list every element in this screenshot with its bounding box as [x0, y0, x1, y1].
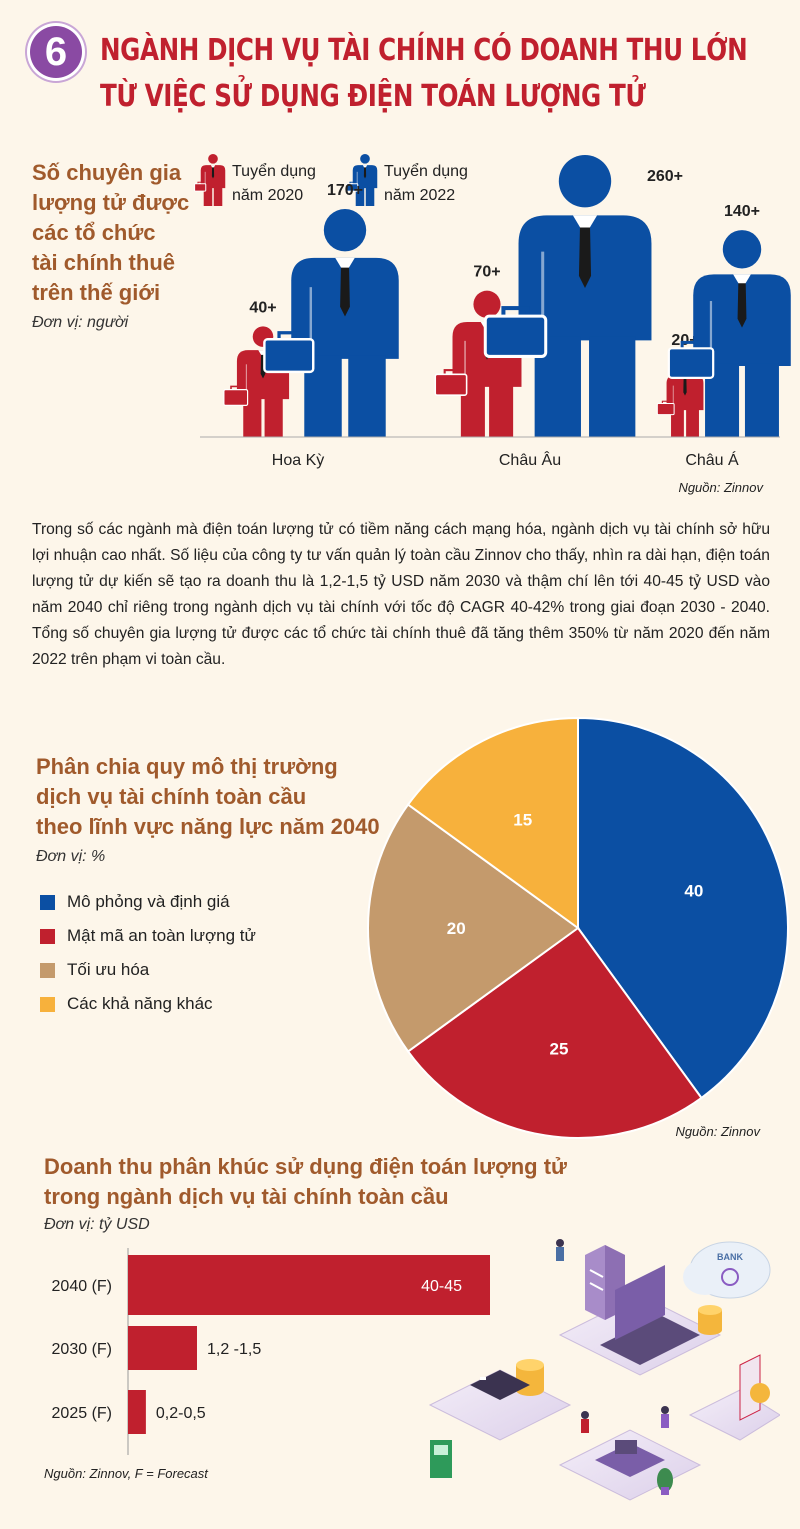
pie-legend-item: Tối ưu hóa: [40, 960, 256, 980]
revenue-title-line-2: trong ngành dịch vụ tài chính toàn cầu: [44, 1184, 449, 1209]
section-number-badge: 6: [30, 26, 82, 78]
bank-cloud-icon: BANK: [683, 1241, 771, 1299]
pie-legend-label: Các khả năng khác: [67, 994, 213, 1013]
category-label-chau-a: Châu Á: [685, 450, 739, 469]
pie-slices: 40 25 20 15: [367, 716, 789, 1139]
pie-source: Nguồn: Zinnov: [675, 1124, 760, 1139]
experts-title-line-1: Số chuyên gia: [32, 160, 182, 185]
legend-swatch-blue: [40, 894, 55, 910]
pie-chart: 40 25 20 15: [367, 716, 789, 1139]
body-paragraph: Trong số các ngành mà điện toán lượng tử…: [32, 521, 770, 668]
pie-legend-label: Tối ưu hóa: [67, 960, 150, 979]
plant-icon: [657, 1468, 673, 1495]
pie-title-line-2: dịch vụ tài chính toàn cầu: [36, 784, 307, 809]
person-icon: [556, 1239, 564, 1261]
person-mark-0-2: [656, 358, 704, 437]
value-label-1-2: 140+: [724, 203, 760, 220]
revenue-value-label-2: 0,2-0,5: [156, 1405, 206, 1422]
revenue-title-line-1: Doanh thu phân khúc sử dụng điện toán lư…: [44, 1154, 567, 1179]
value-label-0-1: 70+: [473, 264, 500, 281]
pie-unit: Đơn vị: %: [36, 848, 106, 865]
atm-icon: [430, 1440, 452, 1478]
coin-stack-icon: [516, 1359, 544, 1396]
revenue-unit: Đơn vị: tỷ USD: [44, 1216, 150, 1233]
legend-swatch-yellow: [40, 996, 55, 1012]
pie-slice-label-2: 20: [447, 919, 466, 938]
revenue-value-label-1: 1,2 -1,5: [207, 1341, 261, 1358]
experts-title-line-4: tài chính thuê: [32, 250, 175, 275]
legend-label-2020-line-2: năm 2020: [232, 187, 303, 204]
revenue-value-label-0: 40-45: [421, 1278, 462, 1295]
revenue-category-label-2: 2025 (F): [52, 1405, 112, 1422]
bank-sign: BANK: [717, 1252, 743, 1262]
experts-unit: Đơn vị: người: [32, 314, 129, 331]
experts-title-line-5: trên thế giới: [32, 280, 161, 305]
page-title-line-2: TỪ VIỆC SỬ DỤNG ĐIỆN TOÁN LƯỢNG TỬ: [100, 79, 646, 114]
experts-chart: Tuyển dụng năm 2020 Tuyển dụng năm 2022 …: [194, 154, 791, 495]
value-label-1-1: 260+: [647, 168, 683, 185]
page-title-line-1: NGÀNH DỊCH VỤ TÀI CHÍNH CÓ DOANH THU LỚN: [100, 33, 748, 68]
revenue-source: Nguồn: Zinnov, F = Forecast: [44, 1466, 209, 1481]
fintech-illustration: BANK: [428, 1239, 780, 1501]
pie-slice-1: [406, 926, 703, 1139]
category-label-chau-au: Châu Âu: [499, 450, 561, 469]
legend-icon-2022: [346, 154, 378, 206]
category-label-hoa-ky: Hoa Kỳ: [272, 452, 324, 469]
pie-slice-0: [577, 716, 789, 1100]
laptop-icon: [600, 1265, 700, 1365]
legend-icon-2020: [194, 154, 226, 206]
revenue-bar-2: [128, 1390, 146, 1434]
receipt-icon: [739, 1354, 770, 1421]
legend-swatch-tan: [40, 962, 55, 978]
legend-label-2022-line-2: năm 2022: [384, 187, 455, 204]
desk-icon: [595, 1440, 665, 1477]
legend-swatch-red: [40, 928, 55, 944]
calculator-icon: [470, 1370, 530, 1400]
person-mark-0-1: [434, 290, 522, 437]
revenue-chart: 2040 (F) 40-45 2030 (F) 1,2 -1,5 2025 (F) 0,2…: [44, 1248, 490, 1481]
person-icon: [661, 1406, 669, 1428]
pie-slice-label-3: 15: [513, 810, 532, 829]
pie-legend-item: Các khả năng khác: [40, 994, 256, 1014]
person-mark-1-2: [667, 230, 791, 437]
experts-title-line-3: các tổ chức: [32, 220, 156, 245]
value-label-1-0: 170+: [327, 182, 363, 199]
pie-legend-label: Mô phỏng và định giá: [67, 892, 230, 911]
value-label-0-2: 20+: [671, 332, 698, 349]
person-icon: [581, 1411, 589, 1433]
revenue-chart-title: Doanh thu phân khúc sử dụng điện toán lư…: [44, 1152, 604, 1234]
pie-slice-label-1: 25: [549, 1039, 568, 1058]
revenue-bars: 2040 (F) 40-45 2030 (F) 1,2 -1,5 2025 (F) 0,2…: [52, 1255, 490, 1434]
experts-chart-title: Số chuyên gia lượng tử được các tổ chức …: [32, 158, 212, 332]
pie-chart-title: Phân chia quy mô thị trường dịch vụ tài …: [36, 752, 396, 866]
legend-label-2022-line-1: Tuyển dụng: [384, 162, 468, 180]
pie-slice-label-0: 40: [684, 881, 703, 900]
revenue-bar-0: [128, 1255, 490, 1315]
pie-legend-item: Mật mã an toàn lượng tử: [40, 926, 256, 946]
pie-legend: Mô phỏng và định giá Mật mã an toàn lượn…: [40, 892, 256, 1028]
pie-title-line-1: Phân chia quy mô thị trường: [36, 754, 338, 779]
pie-legend-label: Mật mã an toàn lượng tử: [67, 926, 256, 945]
legend-person-icon-2020: [194, 154, 226, 206]
legend-label-2020-line-1: Tuyển dụng: [232, 162, 316, 180]
value-label-0-0: 40+: [249, 299, 276, 316]
coin-stack-icon: [698, 1305, 722, 1335]
people-marks: 40+ 170+ 70+ 260+ 20+ 140+: [223, 155, 791, 437]
revenue-bar-1: [128, 1326, 197, 1370]
pie-legend-item: Mô phỏng và định giá: [40, 892, 256, 912]
revenue-category-label-0: 2040 (F): [52, 1278, 112, 1295]
revenue-category-label-1: 2030 (F): [52, 1341, 112, 1358]
person-mark-1-1: [483, 155, 652, 437]
page-title: NGÀNH DỊCH VỤ TÀI CHÍNH CÓ DOANH THU LỚN…: [100, 28, 748, 120]
pie-title-line-3: theo lĩnh vực năng lực năm 2040: [36, 814, 380, 839]
pie-slice-2: [367, 803, 580, 1053]
experts-title-line-2: lượng tử được: [32, 190, 190, 215]
experts-source: Nguồn: Zinnov: [678, 480, 764, 495]
pie-slice-3: [406, 716, 579, 930]
legend-person-icon-2022: [346, 154, 378, 206]
person-mark-1-0: [263, 208, 399, 437]
